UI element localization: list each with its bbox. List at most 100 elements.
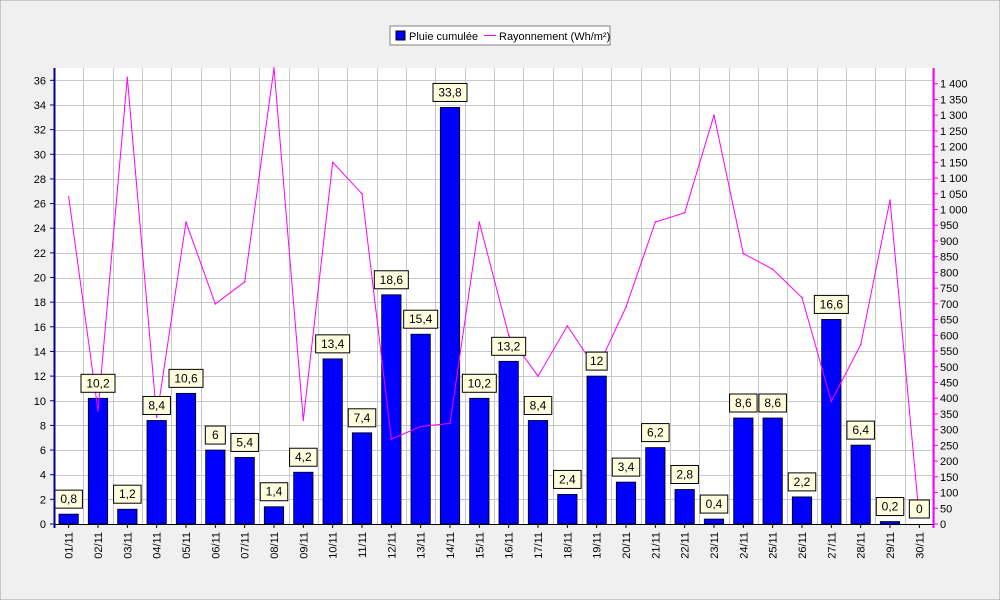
bar — [469, 397, 490, 525]
bar-value-label-text: 2,2 — [794, 475, 811, 489]
y-left-tick-label: 26 — [34, 199, 46, 211]
bar-value-label-box — [491, 336, 527, 356]
bar-value-label: 12 — [585, 351, 608, 371]
bar-value-label-text: 8,4 — [148, 398, 165, 412]
bar-value-label-text: 10,2 — [468, 376, 492, 390]
y-right-tick-label: 100 — [940, 488, 958, 500]
bar-value-label-text: 33,8 — [438, 85, 462, 99]
bar — [586, 375, 607, 525]
bar-value-label-text: 3,4 — [618, 460, 635, 474]
y-right-tick-label: 1 000 — [940, 205, 968, 217]
bar-value-label-text: 8,4 — [530, 398, 547, 412]
radiation-point — [67, 196, 70, 198]
bar-value-label-box — [142, 395, 171, 415]
bar — [58, 513, 79, 525]
y-right-tick-label: 650 — [940, 315, 958, 327]
bar-value-label: 15,4 — [403, 309, 439, 329]
bar — [527, 420, 549, 525]
radiation-point — [419, 425, 422, 428]
bar-value-label-text: 6,4 — [852, 423, 869, 437]
bar-value-label-box — [641, 423, 670, 443]
y-left-tick-label: 32 — [34, 125, 46, 137]
y-left-tick-label: 20 — [34, 273, 46, 285]
bar-value-label-box — [113, 484, 142, 504]
y-right-tick-label: 50 — [940, 503, 952, 515]
bar-value-label: 0 — [908, 499, 930, 519]
x-tick-label: 16/11 — [504, 532, 516, 559]
bar-value-label-box — [373, 270, 409, 290]
bar-value-label-text: 0,2 — [882, 500, 899, 514]
y-right-tick-label: 1 300 — [940, 110, 968, 122]
radiation-point — [771, 268, 774, 271]
y-right-tick-label: 550 — [940, 346, 958, 358]
bar-value-label-box — [230, 432, 259, 452]
y-right-tick-label: 800 — [940, 267, 958, 279]
bar — [263, 506, 285, 525]
bar — [821, 319, 842, 525]
y-right-tick-label: 950 — [940, 220, 958, 232]
bar-value-label-box — [787, 472, 817, 492]
x-tick-label: 13/11 — [416, 532, 428, 559]
bar-value-label-text: 10,2 — [86, 376, 110, 390]
x-tick-label: 19/11 — [592, 532, 604, 559]
radiation-point — [889, 199, 891, 201]
radiation-point — [537, 375, 539, 377]
bar-value-label-box — [908, 499, 930, 519]
y-right-tick-label: 1 200 — [940, 142, 968, 154]
x-tick-label: 12/11 — [386, 532, 398, 559]
x-tick-label: 17/11 — [533, 532, 545, 559]
radiation-point — [273, 67, 275, 69]
axes: 0246810121416182022242628303234360501001… — [34, 68, 968, 559]
bar-value-label-box — [168, 368, 204, 388]
y-right-tick-label: 850 — [940, 252, 958, 264]
y-right-tick-label: 1 250 — [940, 126, 968, 138]
radiation-point — [185, 221, 187, 223]
x-tick-label: 05/11 — [181, 532, 193, 559]
bar-value-label: 18,6 — [373, 270, 409, 290]
x-tick-label: 09/11 — [298, 532, 310, 559]
bar — [293, 471, 314, 525]
x-tick-label: 24/11 — [738, 532, 750, 559]
x-tick-label: 18/11 — [562, 532, 574, 559]
radiation-point — [654, 221, 657, 223]
bar-value-label-box — [729, 393, 758, 413]
bar — [791, 496, 813, 525]
y-left-tick-label: 4 — [40, 470, 46, 482]
bar-value-label-box — [553, 469, 582, 489]
bar — [175, 392, 197, 525]
bar-value-label-box — [813, 294, 849, 314]
x-tick-label: 11/11 — [357, 532, 369, 558]
y-left-tick-label: 16 — [34, 322, 46, 334]
radiation-point — [97, 409, 99, 412]
bar-value-label: 0,4 — [699, 494, 729, 514]
bar — [234, 457, 255, 525]
bar-series — [58, 107, 901, 525]
x-tick-label: 28/11 — [856, 532, 868, 559]
x-tick-label: 20/11 — [621, 532, 633, 559]
bar — [850, 444, 871, 525]
x-tick-label: 25/11 — [768, 532, 780, 559]
radiation-point — [155, 416, 158, 418]
bar-value-label-text: 4,2 — [295, 450, 312, 464]
y-right-tick-label: 300 — [940, 425, 958, 437]
bar-value-label-text: 6 — [212, 428, 219, 442]
bar-value-label: 5,4 — [230, 432, 259, 452]
radiation-point — [449, 422, 451, 425]
bar-value-label-text: 1,2 — [119, 487, 136, 501]
bar-value-label-box — [461, 373, 497, 393]
y-left-tick-label: 24 — [34, 223, 46, 235]
bar-value-label-text: 18,6 — [380, 273, 404, 287]
x-tick-label: 07/11 — [240, 532, 252, 559]
bar — [733, 417, 754, 525]
x-tick-label: 21/11 — [650, 532, 662, 559]
x-tick-label: 10/11 — [328, 532, 340, 559]
y-left-tick-label: 12 — [34, 371, 46, 383]
bar-value-label-box — [289, 447, 318, 467]
bar-value-label: 10,2 — [461, 373, 497, 393]
radiation-point — [507, 334, 510, 337]
radiation-point — [859, 343, 862, 346]
radiation-point — [566, 325, 569, 327]
bar-value-label-box — [670, 464, 699, 484]
bar-value-label: 1,2 — [113, 484, 142, 504]
